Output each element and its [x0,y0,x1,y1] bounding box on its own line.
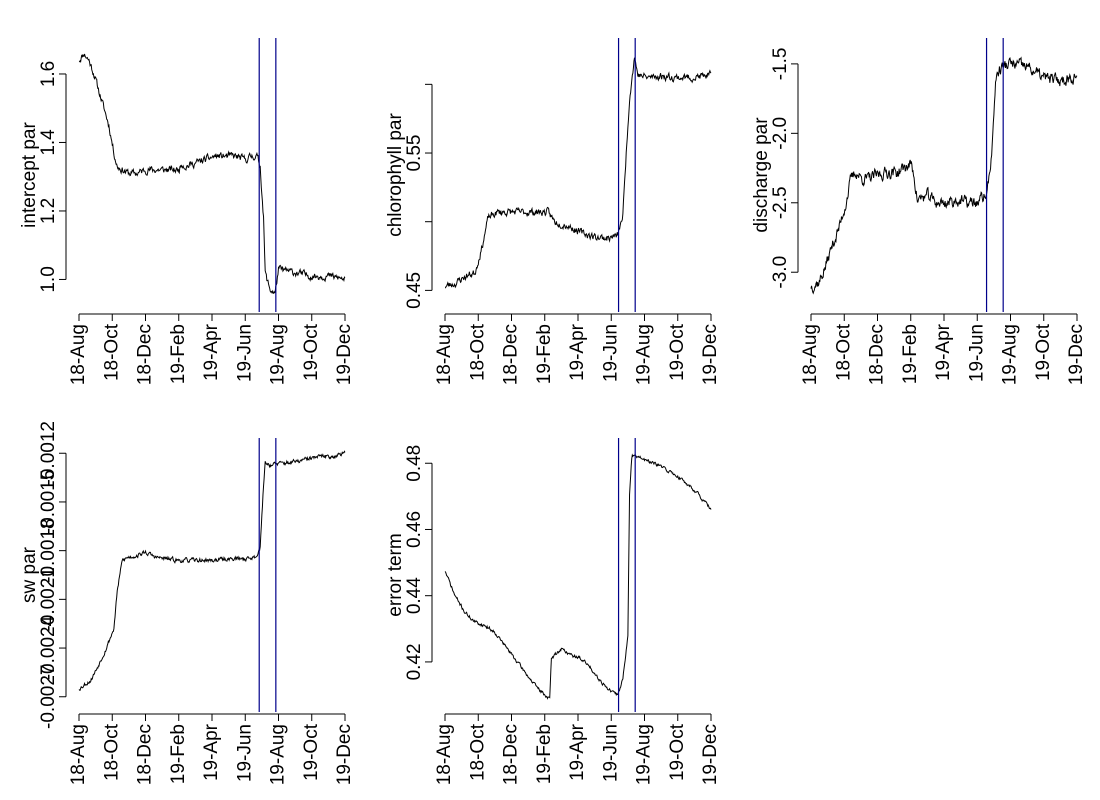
y-tick-label: 1.4 [38,129,59,156]
y-tick-label: -0.0018 [38,518,59,582]
y-axis-title: intercept par [19,122,40,228]
x-tick-label: 19-Dec [334,324,355,385]
y-tick-label: 1.2 [38,198,59,224]
x-tick-label: 18-Aug [434,324,455,385]
x-tick-label: 19-Aug [268,324,289,385]
x-tick-label: 19-Apr [933,323,954,381]
x-tick-label: 19-Dec [700,724,721,785]
series-line [444,453,712,700]
y-tick-label: -1.5 [770,48,791,81]
series-line [444,57,712,289]
x-tick-label: 18-Oct [467,723,488,781]
x-tick-label: 18-Oct [101,323,122,381]
x-tick-label: 19-Aug [1000,324,1021,385]
x-tick-label: 19-Feb [534,724,555,784]
x-tick-label: 19-Feb [168,324,189,384]
x-tick-label: 19-Feb [534,324,555,384]
x-tick-label: 19-Jun [234,324,255,382]
x-tick-label: 19-Oct [301,723,322,781]
x-tick-label: 19-Feb [168,724,189,784]
x-tick-label: 18-Oct [833,323,854,381]
x-tick-label: 18-Aug [68,724,89,785]
y-tick-label: 0.42 [404,643,425,680]
y-tick-label: -0.0015 [38,470,59,534]
y-tick-label: -0.0024 [38,615,59,680]
x-tick-label: 19-Apr [567,723,588,781]
series-line [810,56,1078,295]
y-tick-label: 0.46 [404,511,425,548]
x-tick-label: 19-Apr [201,323,222,381]
y-tick-label: -0.0012 [38,421,59,485]
y-tick-label: -0.0027 [38,665,59,729]
chart-panel-2: 18-Aug 18-Oct 18-Dec 19-Feb 19-Apr 19-Jun 19-A… [385,38,721,385]
chart-panel-3: 18-Aug 18-Oct 18-Dec 19-Feb 19-Apr 19-Jun 19-A… [751,38,1087,385]
x-tick-label: 19-Oct [301,323,322,381]
x-tick-label: 19-Aug [634,724,655,785]
x-tick-label: 19-Jun [600,324,621,382]
x-tick-label: 19-Dec [700,324,721,385]
x-tick-label: 19-Apr [201,723,222,781]
y-tick-label: -0.0021 [38,567,59,631]
y-axis-title: chlorophyll par [385,113,406,237]
x-tick-label: 19-Jun [600,724,621,782]
y-tick-label: 0.55 [404,135,425,172]
x-tick-label: 18-Oct [101,723,122,781]
x-tick-label: 19-Oct [667,323,688,381]
x-tick-label: 18-Dec [501,724,522,785]
chart-panel-1: 18-Aug 18-Oct 18-Dec 19-Feb 19-Apr 19-Jun 19-A… [19,38,355,385]
y-tick-label: -2.5 [770,186,791,219]
x-tick-label: 19-Oct [667,723,688,781]
series-line [78,450,346,691]
y-tick-label: 0.48 [404,445,425,482]
x-tick-label: 19-Oct [1033,323,1054,381]
x-tick-label: 18-Oct [467,323,488,381]
x-tick-label: 18-Dec [135,724,156,785]
x-tick-label: 18-Aug [434,724,455,785]
x-tick-label: 19-Dec [334,724,355,785]
x-tick-label: 18-Dec [501,324,522,385]
y-tick-label: 1.6 [38,61,59,87]
y-axis-title: sw par [19,546,40,603]
y-tick-label: -2.0 [770,117,791,150]
y-tick-label: 0.44 [404,577,425,614]
y-axis-title: error term [385,533,406,616]
x-tick-label: 18-Dec [867,324,888,385]
y-tick-label: 0.45 [404,272,425,309]
x-tick-label: 19-Feb [900,324,921,384]
x-tick-label: 18-Aug [68,324,89,385]
x-tick-label: 19-Aug [268,724,289,785]
chart-panel-4: 18-Aug 18-Oct 18-Dec 19-Feb 19-Apr 19-Jun 19-A… [19,421,355,785]
x-tick-label: 19-Jun [966,324,987,382]
x-tick-label: 19-Dec [1066,324,1087,385]
y-tick-label: -3.0 [770,256,791,289]
y-tick-label: 1.0 [38,266,59,292]
x-tick-label: 19-Aug [634,324,655,385]
x-tick-label: 19-Jun [234,724,255,782]
x-tick-label: 19-Apr [567,323,588,381]
y-axis-title: discharge par [751,117,772,233]
x-tick-label: 18-Dec [135,324,156,385]
chart-panel-5: 18-Aug 18-Oct 18-Dec 19-Feb 19-Apr 19-Jun 19-A… [385,438,721,785]
series-line [78,53,346,294]
x-tick-label: 18-Aug [800,324,821,385]
